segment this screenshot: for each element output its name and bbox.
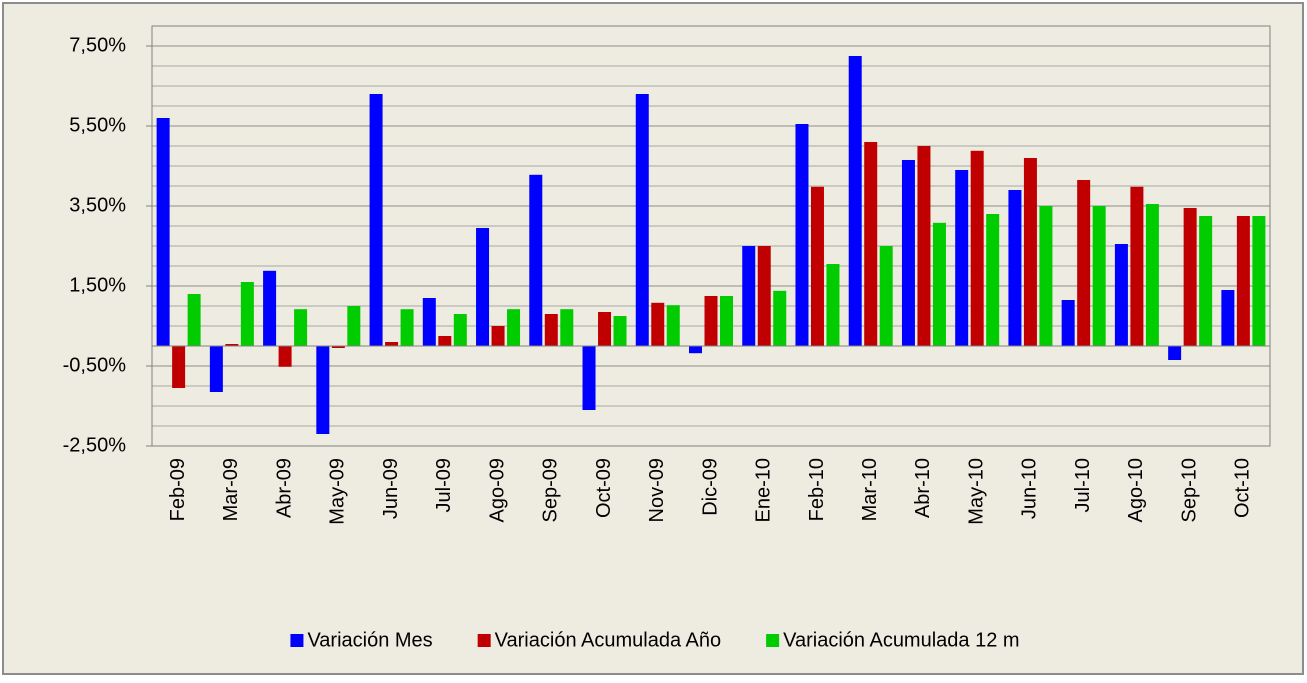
bar — [294, 309, 308, 346]
bar — [476, 228, 490, 346]
x-tick-label: Ago-09 — [486, 458, 508, 523]
bar — [848, 56, 862, 346]
x-tick-label: Feb-10 — [806, 458, 828, 521]
bar — [400, 309, 414, 346]
bar — [1183, 208, 1197, 346]
bar — [598, 312, 612, 346]
bar — [826, 264, 840, 346]
bar — [347, 306, 361, 346]
bar — [635, 94, 649, 346]
bar — [240, 282, 254, 346]
bar — [1221, 290, 1235, 346]
bar — [422, 298, 436, 346]
x-tick-label: Dic-09 — [699, 458, 721, 516]
bar — [453, 314, 467, 346]
bar — [1252, 216, 1266, 346]
bar — [560, 309, 574, 346]
bar — [544, 314, 558, 346]
bar — [1145, 204, 1159, 346]
x-tick-label: Nov-09 — [646, 458, 668, 522]
legend-swatch — [290, 634, 304, 647]
x-tick-label: Abr-09 — [273, 458, 295, 518]
bar — [932, 222, 946, 346]
legend-label: Variación Mes — [307, 629, 432, 651]
bar — [795, 124, 809, 346]
bar — [1092, 206, 1106, 346]
bar — [316, 346, 330, 434]
y-tick-label: 1,50% — [69, 274, 126, 296]
x-tick-label: Ene-10 — [753, 458, 775, 523]
bar — [917, 146, 931, 346]
bar — [582, 346, 596, 410]
bar — [1061, 300, 1075, 346]
bar — [529, 174, 543, 346]
x-tick-label: Oct-10 — [1232, 458, 1254, 518]
x-tick-label: Sep-09 — [540, 458, 562, 523]
x-tick-label: Abr-10 — [912, 458, 934, 518]
bar — [864, 142, 878, 346]
bar — [986, 214, 1000, 346]
x-tick-label: May-09 — [327, 458, 349, 525]
bar — [369, 94, 383, 346]
bar — [156, 118, 170, 346]
bar — [278, 346, 292, 367]
bar — [1077, 180, 1091, 346]
legend-label: Variación Acumulada Año — [495, 629, 721, 651]
y-tick-label: 3,50% — [69, 194, 126, 216]
y-tick-label: -0,50% — [63, 354, 127, 376]
legend-label: Variación Acumulada 12 m — [783, 629, 1019, 651]
bar — [1114, 244, 1128, 346]
x-tick-label: Mar-10 — [859, 458, 881, 521]
x-tick-label: Mar-09 — [220, 458, 242, 521]
bar — [704, 296, 718, 346]
y-tick-label: -2,50% — [63, 434, 127, 456]
bar — [491, 326, 505, 346]
x-tick-label: Oct-09 — [593, 458, 615, 518]
plot-border — [151, 25, 1271, 447]
bar — [1023, 158, 1037, 346]
bar — [773, 290, 787, 346]
bar — [879, 246, 893, 346]
bar — [810, 186, 824, 346]
bar — [955, 170, 969, 346]
x-tick-label: Sep-10 — [1178, 458, 1200, 523]
bar — [757, 246, 771, 346]
legend-swatch — [477, 634, 491, 647]
bar — [651, 302, 665, 346]
bar — [209, 346, 223, 392]
bar — [225, 344, 239, 346]
bar — [720, 296, 733, 346]
bar — [742, 246, 756, 346]
bar — [1168, 346, 1182, 360]
bar — [1039, 206, 1053, 346]
bar — [438, 336, 452, 346]
x-tick-label: Jun-10 — [1019, 458, 1041, 519]
bar — [613, 316, 627, 346]
bar — [331, 346, 345, 348]
bar — [1130, 186, 1144, 346]
bar — [970, 150, 984, 346]
legend-swatch — [766, 634, 780, 647]
y-tick-label: 7,50% — [69, 34, 126, 56]
bar — [689, 346, 702, 354]
bar — [385, 342, 399, 346]
x-tick-label: Jun-09 — [380, 458, 402, 519]
bar — [263, 270, 277, 346]
x-tick-label: May-10 — [965, 458, 987, 525]
bar — [1236, 216, 1250, 346]
y-tick-label: 5,50% — [69, 114, 126, 136]
bar — [507, 309, 521, 346]
bar — [187, 294, 201, 346]
bar — [1008, 190, 1022, 346]
x-tick-label: Feb-09 — [167, 458, 189, 521]
x-tick-label: Jul-10 — [1072, 458, 1094, 512]
x-tick-label: Ago-10 — [1125, 458, 1147, 523]
x-tick-label: Jul-09 — [433, 458, 455, 512]
bar — [666, 305, 680, 346]
bar — [172, 346, 186, 388]
bar — [1199, 216, 1213, 346]
bar — [901, 160, 915, 346]
